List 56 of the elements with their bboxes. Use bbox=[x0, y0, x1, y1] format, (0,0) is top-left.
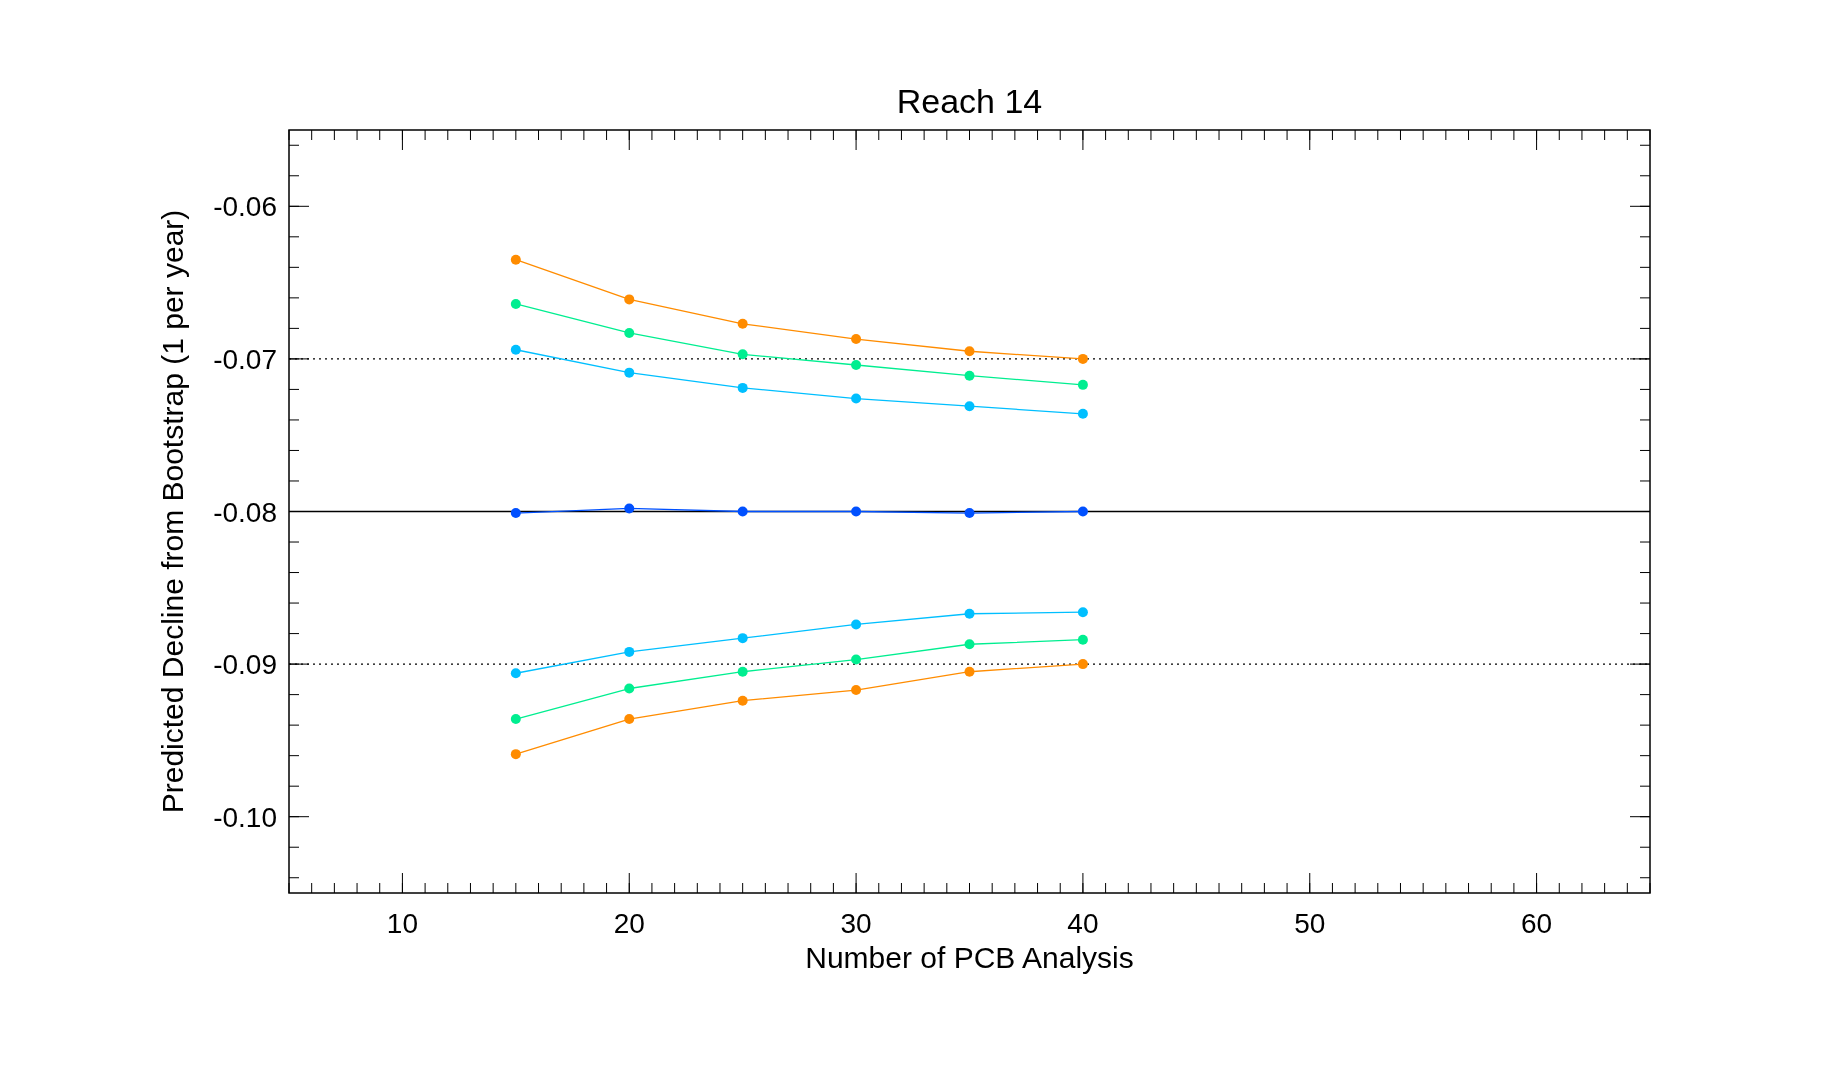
point bbox=[851, 619, 862, 630]
point bbox=[851, 334, 862, 345]
point bbox=[737, 633, 748, 644]
point bbox=[737, 382, 748, 393]
point bbox=[510, 668, 521, 679]
point bbox=[964, 608, 975, 619]
point bbox=[737, 349, 748, 360]
point bbox=[624, 327, 635, 338]
point bbox=[510, 298, 521, 309]
x-axis-title: Number of PCB Analysis bbox=[805, 941, 1134, 974]
point bbox=[624, 367, 635, 378]
y-tick-label: -0.09 bbox=[213, 649, 277, 681]
point bbox=[624, 714, 635, 725]
point bbox=[964, 401, 975, 412]
point bbox=[624, 646, 635, 657]
point bbox=[964, 666, 975, 677]
point bbox=[1077, 408, 1088, 419]
point bbox=[510, 254, 521, 265]
x-tick-label: 40 bbox=[1067, 908, 1099, 939]
point bbox=[510, 344, 521, 355]
point bbox=[737, 695, 748, 706]
point bbox=[1077, 659, 1088, 670]
x-tick-label: 20 bbox=[613, 908, 645, 939]
point bbox=[964, 508, 975, 519]
point bbox=[964, 370, 975, 381]
x-tick-label: 10 bbox=[386, 908, 418, 939]
point bbox=[1077, 506, 1088, 517]
point bbox=[1077, 353, 1088, 364]
y-tick-label: -0.10 bbox=[213, 801, 277, 833]
point bbox=[964, 346, 975, 357]
y-tick-label: -0.08 bbox=[213, 496, 277, 528]
point bbox=[1077, 634, 1088, 645]
chart-title: Reach 14 bbox=[896, 82, 1043, 120]
point bbox=[624, 683, 635, 694]
point bbox=[851, 506, 862, 517]
point bbox=[851, 654, 862, 665]
point bbox=[851, 360, 862, 370]
point bbox=[737, 318, 748, 329]
point bbox=[964, 639, 975, 650]
y-tick-label: -0.07 bbox=[213, 343, 277, 375]
y-tick-label: -0.06 bbox=[213, 191, 277, 223]
x-tick-label: 30 bbox=[840, 908, 872, 939]
point bbox=[851, 393, 862, 404]
point bbox=[851, 685, 862, 696]
point bbox=[510, 508, 521, 519]
x-tick-label: 60 bbox=[1521, 908, 1553, 939]
point bbox=[737, 506, 748, 517]
point bbox=[510, 749, 521, 760]
point bbox=[624, 503, 635, 514]
point bbox=[624, 294, 635, 305]
point bbox=[737, 666, 748, 677]
y-axis-title: Predicted Decline from Bootstrap (1 per year) bbox=[156, 209, 189, 814]
point bbox=[1077, 379, 1088, 390]
point bbox=[510, 714, 521, 725]
point bbox=[1077, 607, 1088, 618]
x-tick-label: 50 bbox=[1294, 908, 1326, 939]
